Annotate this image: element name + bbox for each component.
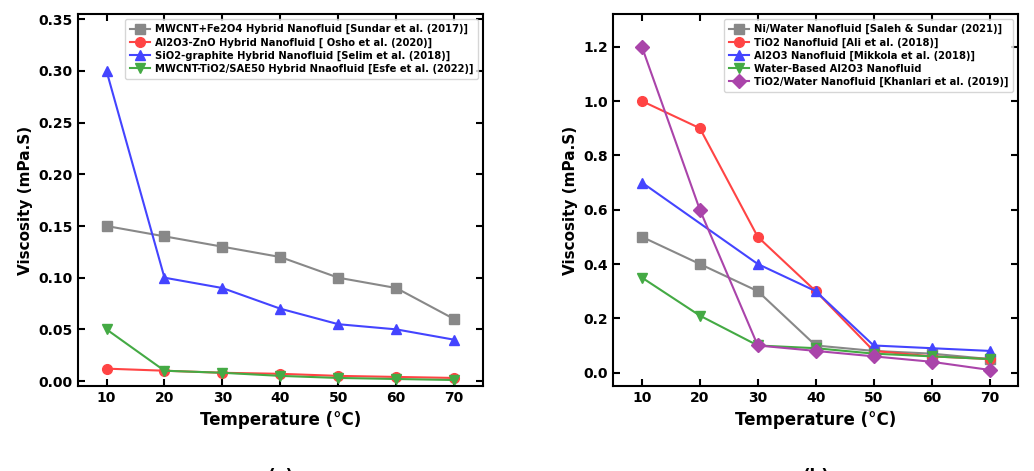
- Line: Al2O3-ZnO Hybrid Nanofluid [ Osho et al. (2020)]: Al2O3-ZnO Hybrid Nanofluid [ Osho et al.…: [101, 364, 459, 383]
- TiO2/Water Nanofluid [Khanlari et al. (2019)]: [810, 348, 822, 354]
- Line: Ni/Water Nanofluid [Saleh & Sundar (2021)]: Ni/Water Nanofluid [Saleh & Sundar (2021…: [637, 232, 995, 364]
- SiO2-graphite Hybrid Nanofluid [Selim et al. (2018)]: [100, 68, 113, 74]
- Al2O3-ZnO Hybrid Nanofluid [ Osho et al. (2020)]: [332, 373, 344, 379]
- Water-Based Al2O3 Nanofluid: [694, 313, 706, 318]
- Water-Based Al2O3 Nanofluid: [983, 356, 996, 362]
- Text: (b): (b): [802, 468, 829, 471]
- Water-Based Al2O3 Nanofluid: [636, 275, 648, 280]
- TiO2 Nanofluid [Ali et al. (2018)]: [983, 356, 996, 362]
- TiO2 Nanofluid [Ali et al. (2018)]: [694, 125, 706, 131]
- TiO2 Nanofluid [Ali et al. (2018)]: [752, 234, 764, 240]
- Al2O3 Nanofluid [Mikkola et al. (2018)]: [810, 288, 822, 294]
- MWCNT+Fe2O4 Hybrid Nanofluid [Sundar et al. (2017)]: [158, 234, 171, 239]
- Ni/Water Nanofluid [Saleh & Sundar (2021)]: [983, 356, 996, 362]
- MWCNT-TiO2/SAE50 Hybrid Nnaofluid [Esfe et al. (2022)]: [216, 370, 229, 375]
- Water-Based Al2O3 Nanofluid: [925, 354, 938, 359]
- Line: Water-Based Al2O3 Nanofluid: Water-Based Al2O3 Nanofluid: [637, 273, 995, 364]
- TiO2/Water Nanofluid [Khanlari et al. (2019)]: [868, 354, 880, 359]
- TiO2 Nanofluid [Ali et al. (2018)]: [636, 98, 648, 104]
- Al2O3-ZnO Hybrid Nanofluid [ Osho et al. (2020)]: [216, 370, 229, 375]
- SiO2-graphite Hybrid Nanofluid [Selim et al. (2018)]: [158, 275, 171, 281]
- TiO2/Water Nanofluid [Khanlari et al. (2019)]: [694, 207, 706, 212]
- Al2O3 Nanofluid [Mikkola et al. (2018)]: [752, 261, 764, 267]
- MWCNT+Fe2O4 Hybrid Nanofluid [Sundar et al. (2017)]: [448, 316, 460, 322]
- MWCNT-TiO2/SAE50 Hybrid Nnaofluid [Esfe et al. (2022)]: [100, 326, 113, 332]
- Ni/Water Nanofluid [Saleh & Sundar (2021)]: [868, 348, 880, 354]
- MWCNT-TiO2/SAE50 Hybrid Nnaofluid [Esfe et al. (2022)]: [390, 376, 402, 382]
- Al2O3 Nanofluid [Mikkola et al. (2018)]: [925, 345, 938, 351]
- SiO2-graphite Hybrid Nanofluid [Selim et al. (2018)]: [216, 285, 229, 291]
- Legend: Ni/Water Nanofluid [Saleh & Sundar (2021)], TiO2 Nanofluid [Ali et al. (2018)], : Ni/Water Nanofluid [Saleh & Sundar (2021…: [724, 19, 1013, 92]
- X-axis label: Temperature (°C): Temperature (°C): [200, 411, 361, 429]
- X-axis label: Temperature (°C): Temperature (°C): [735, 411, 896, 429]
- Al2O3-ZnO Hybrid Nanofluid [ Osho et al. (2020)]: [390, 374, 402, 380]
- SiO2-graphite Hybrid Nanofluid [Selim et al. (2018)]: [274, 306, 286, 311]
- TiO2 Nanofluid [Ali et al. (2018)]: [925, 354, 938, 359]
- SiO2-graphite Hybrid Nanofluid [Selim et al. (2018)]: [448, 337, 460, 342]
- Ni/Water Nanofluid [Saleh & Sundar (2021)]: [752, 288, 764, 294]
- Water-Based Al2O3 Nanofluid: [752, 343, 764, 349]
- Al2O3-ZnO Hybrid Nanofluid [ Osho et al. (2020)]: [100, 366, 113, 372]
- Line: Al2O3 Nanofluid [Mikkola et al. (2018)]: Al2O3 Nanofluid [Mikkola et al. (2018)]: [637, 178, 995, 356]
- Water-Based Al2O3 Nanofluid: [810, 345, 822, 351]
- Ni/Water Nanofluid [Saleh & Sundar (2021)]: [636, 234, 648, 240]
- MWCNT+Fe2O4 Hybrid Nanofluid [Sundar et al. (2017)]: [274, 254, 286, 260]
- TiO2/Water Nanofluid [Khanlari et al. (2019)]: [983, 367, 996, 373]
- MWCNT+Fe2O4 Hybrid Nanofluid [Sundar et al. (2017)]: [100, 223, 113, 229]
- Text: (a): (a): [267, 468, 294, 471]
- Ni/Water Nanofluid [Saleh & Sundar (2021)]: [925, 351, 938, 357]
- Al2O3 Nanofluid [Mikkola et al. (2018)]: [636, 180, 648, 186]
- Line: TiO2 Nanofluid [Ali et al. (2018)]: TiO2 Nanofluid [Ali et al. (2018)]: [637, 96, 995, 364]
- Al2O3-ZnO Hybrid Nanofluid [ Osho et al. (2020)]: [448, 375, 460, 381]
- Line: TiO2/Water Nanofluid [Khanlari et al. (2019)]: TiO2/Water Nanofluid [Khanlari et al. (2…: [637, 42, 995, 375]
- TiO2/Water Nanofluid [Khanlari et al. (2019)]: [925, 359, 938, 365]
- MWCNT-TiO2/SAE50 Hybrid Nnaofluid [Esfe et al. (2022)]: [274, 373, 286, 379]
- TiO2 Nanofluid [Ali et al. (2018)]: [868, 348, 880, 354]
- Al2O3 Nanofluid [Mikkola et al. (2018)]: [868, 343, 880, 349]
- Al2O3-ZnO Hybrid Nanofluid [ Osho et al. (2020)]: [274, 371, 286, 377]
- Line: SiO2-graphite Hybrid Nanofluid [Selim et al. (2018)]: SiO2-graphite Hybrid Nanofluid [Selim et…: [101, 66, 459, 345]
- TiO2/Water Nanofluid [Khanlari et al. (2019)]: [636, 44, 648, 49]
- Y-axis label: Viscosity (mPa.S): Viscosity (mPa.S): [562, 126, 578, 275]
- TiO2/Water Nanofluid [Khanlari et al. (2019)]: [752, 343, 764, 349]
- Water-Based Al2O3 Nanofluid: [868, 351, 880, 357]
- MWCNT+Fe2O4 Hybrid Nanofluid [Sundar et al. (2017)]: [216, 244, 229, 250]
- SiO2-graphite Hybrid Nanofluid [Selim et al. (2018)]: [390, 326, 402, 332]
- Al2O3 Nanofluid [Mikkola et al. (2018)]: [983, 348, 996, 354]
- MWCNT+Fe2O4 Hybrid Nanofluid [Sundar et al. (2017)]: [390, 285, 402, 291]
- Ni/Water Nanofluid [Saleh & Sundar (2021)]: [694, 261, 706, 267]
- Al2O3-ZnO Hybrid Nanofluid [ Osho et al. (2020)]: [158, 368, 171, 374]
- TiO2 Nanofluid [Ali et al. (2018)]: [810, 288, 822, 294]
- Ni/Water Nanofluid [Saleh & Sundar (2021)]: [810, 343, 822, 349]
- MWCNT-TiO2/SAE50 Hybrid Nnaofluid [Esfe et al. (2022)]: [448, 377, 460, 383]
- MWCNT-TiO2/SAE50 Hybrid Nnaofluid [Esfe et al. (2022)]: [158, 368, 171, 374]
- Legend: MWCNT+Fe2O4 Hybrid Nanofluid [Sundar et al. (2017)], Al2O3-ZnO Hybrid Nanofluid : MWCNT+Fe2O4 Hybrid Nanofluid [Sundar et …: [125, 19, 478, 79]
- Line: MWCNT-TiO2/SAE50 Hybrid Nnaofluid [Esfe et al. (2022)]: MWCNT-TiO2/SAE50 Hybrid Nnaofluid [Esfe …: [101, 325, 459, 385]
- Y-axis label: Viscosity (mPa.S): Viscosity (mPa.S): [18, 126, 33, 275]
- MWCNT+Fe2O4 Hybrid Nanofluid [Sundar et al. (2017)]: [332, 275, 344, 281]
- Line: MWCNT+Fe2O4 Hybrid Nanofluid [Sundar et al. (2017)]: MWCNT+Fe2O4 Hybrid Nanofluid [Sundar et …: [101, 221, 459, 324]
- MWCNT-TiO2/SAE50 Hybrid Nnaofluid [Esfe et al. (2022)]: [332, 375, 344, 381]
- SiO2-graphite Hybrid Nanofluid [Selim et al. (2018)]: [332, 321, 344, 327]
